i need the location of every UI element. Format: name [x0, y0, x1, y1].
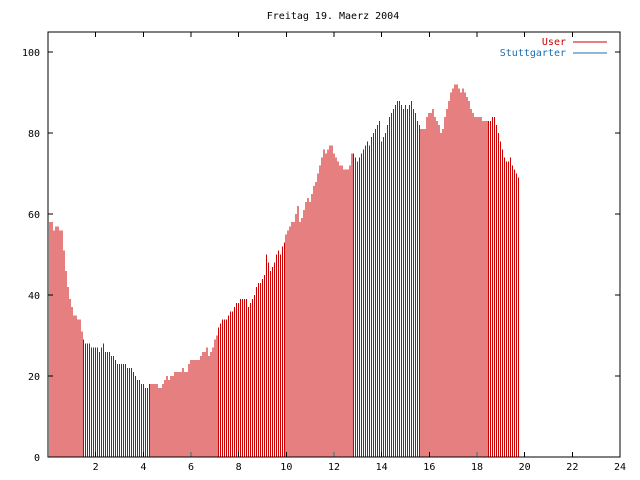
x-tick-label: 20: [519, 462, 531, 473]
x-tick-label: 24: [614, 462, 626, 473]
x-tick-label: 18: [471, 462, 483, 473]
x-tick-label: 22: [566, 462, 578, 473]
legend-label: Stuttgarter: [500, 48, 566, 59]
x-tick-label: 8: [236, 462, 242, 473]
y-tick-label: 20: [28, 372, 40, 383]
y-tick-label: 40: [28, 291, 40, 302]
y-tick-label: 0: [34, 453, 40, 464]
y-tick-label: 100: [22, 48, 40, 59]
legend-label: User: [542, 37, 566, 48]
y-tick-label: 80: [28, 129, 40, 140]
x-tick-label: 6: [188, 462, 194, 473]
x-tick-label: 12: [328, 462, 340, 473]
chart-title: Freitag 19. Maerz 2004: [267, 11, 399, 22]
x-tick-label: 16: [423, 462, 435, 473]
x-tick-label: 4: [140, 462, 146, 473]
x-tick-label: 10: [280, 462, 292, 473]
y-tick-label: 60: [28, 210, 40, 221]
x-tick-label: 14: [376, 462, 388, 473]
bar-series-group: [47, 84, 520, 457]
x-tick-label: 2: [93, 462, 99, 473]
